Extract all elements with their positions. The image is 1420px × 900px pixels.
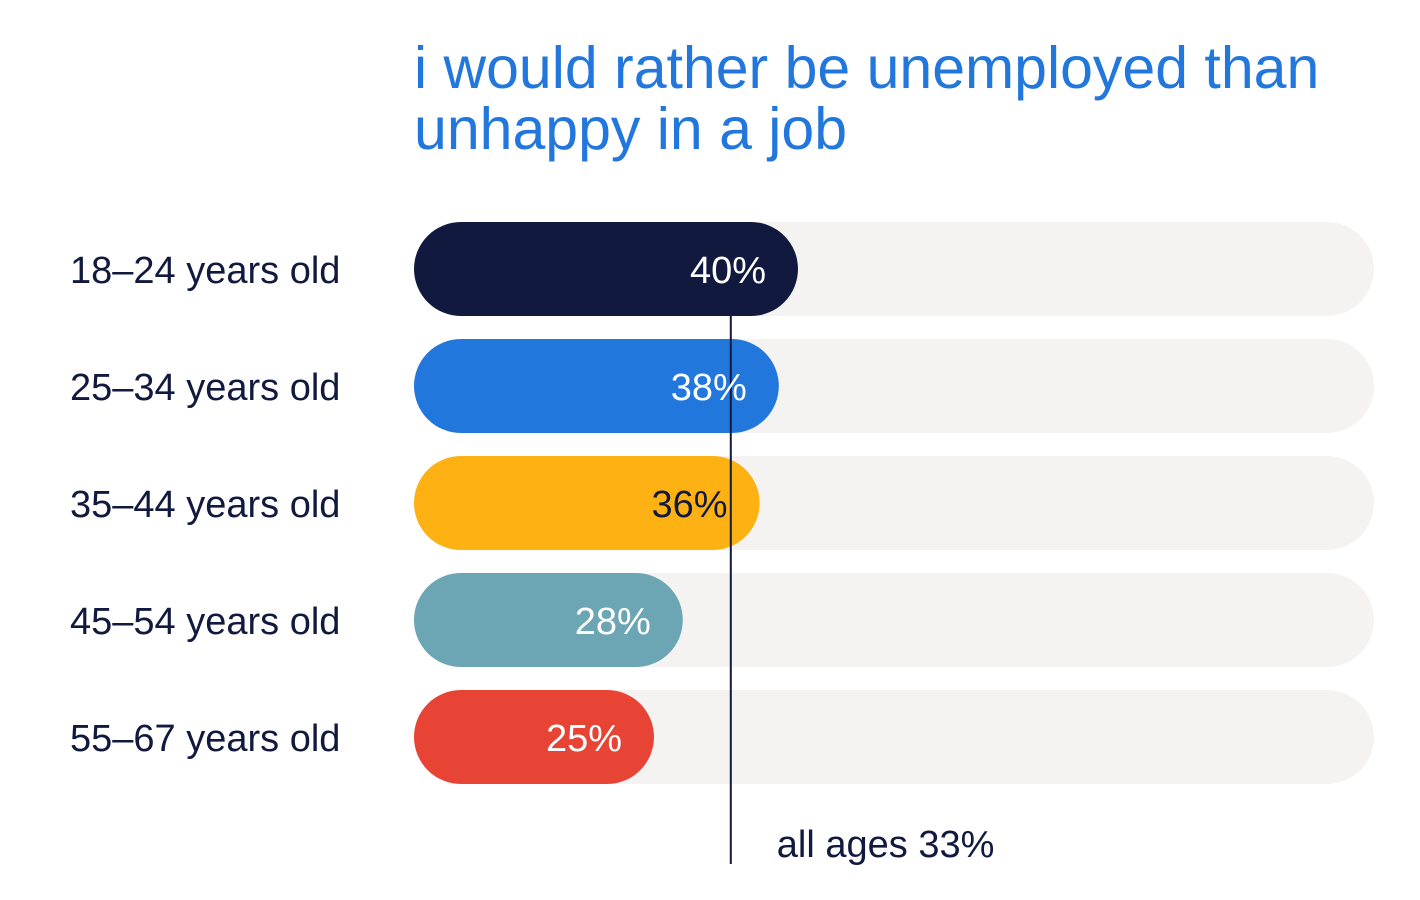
data-label: 40%	[690, 250, 766, 292]
bar	[414, 573, 683, 667]
bar	[414, 456, 760, 550]
chart-title: i would rather be unemployed than unhapp…	[414, 35, 1320, 162]
bar-track	[414, 690, 1374, 784]
data-label: 36%	[652, 484, 728, 526]
data-label: 25%	[546, 718, 622, 760]
reference-label: all ages 33%	[777, 824, 995, 866]
category-label: 35–44 years old	[70, 484, 340, 526]
bar	[414, 222, 798, 316]
category-label: 25–34 years old	[70, 367, 340, 409]
data-label: 28%	[575, 601, 651, 643]
category-label: 55–67 years old	[70, 718, 340, 760]
bar	[414, 690, 654, 784]
bar	[414, 339, 779, 433]
category-label: 45–54 years old	[70, 601, 340, 643]
data-label: 38%	[671, 367, 747, 409]
category-label: 18–24 years old	[70, 250, 340, 292]
